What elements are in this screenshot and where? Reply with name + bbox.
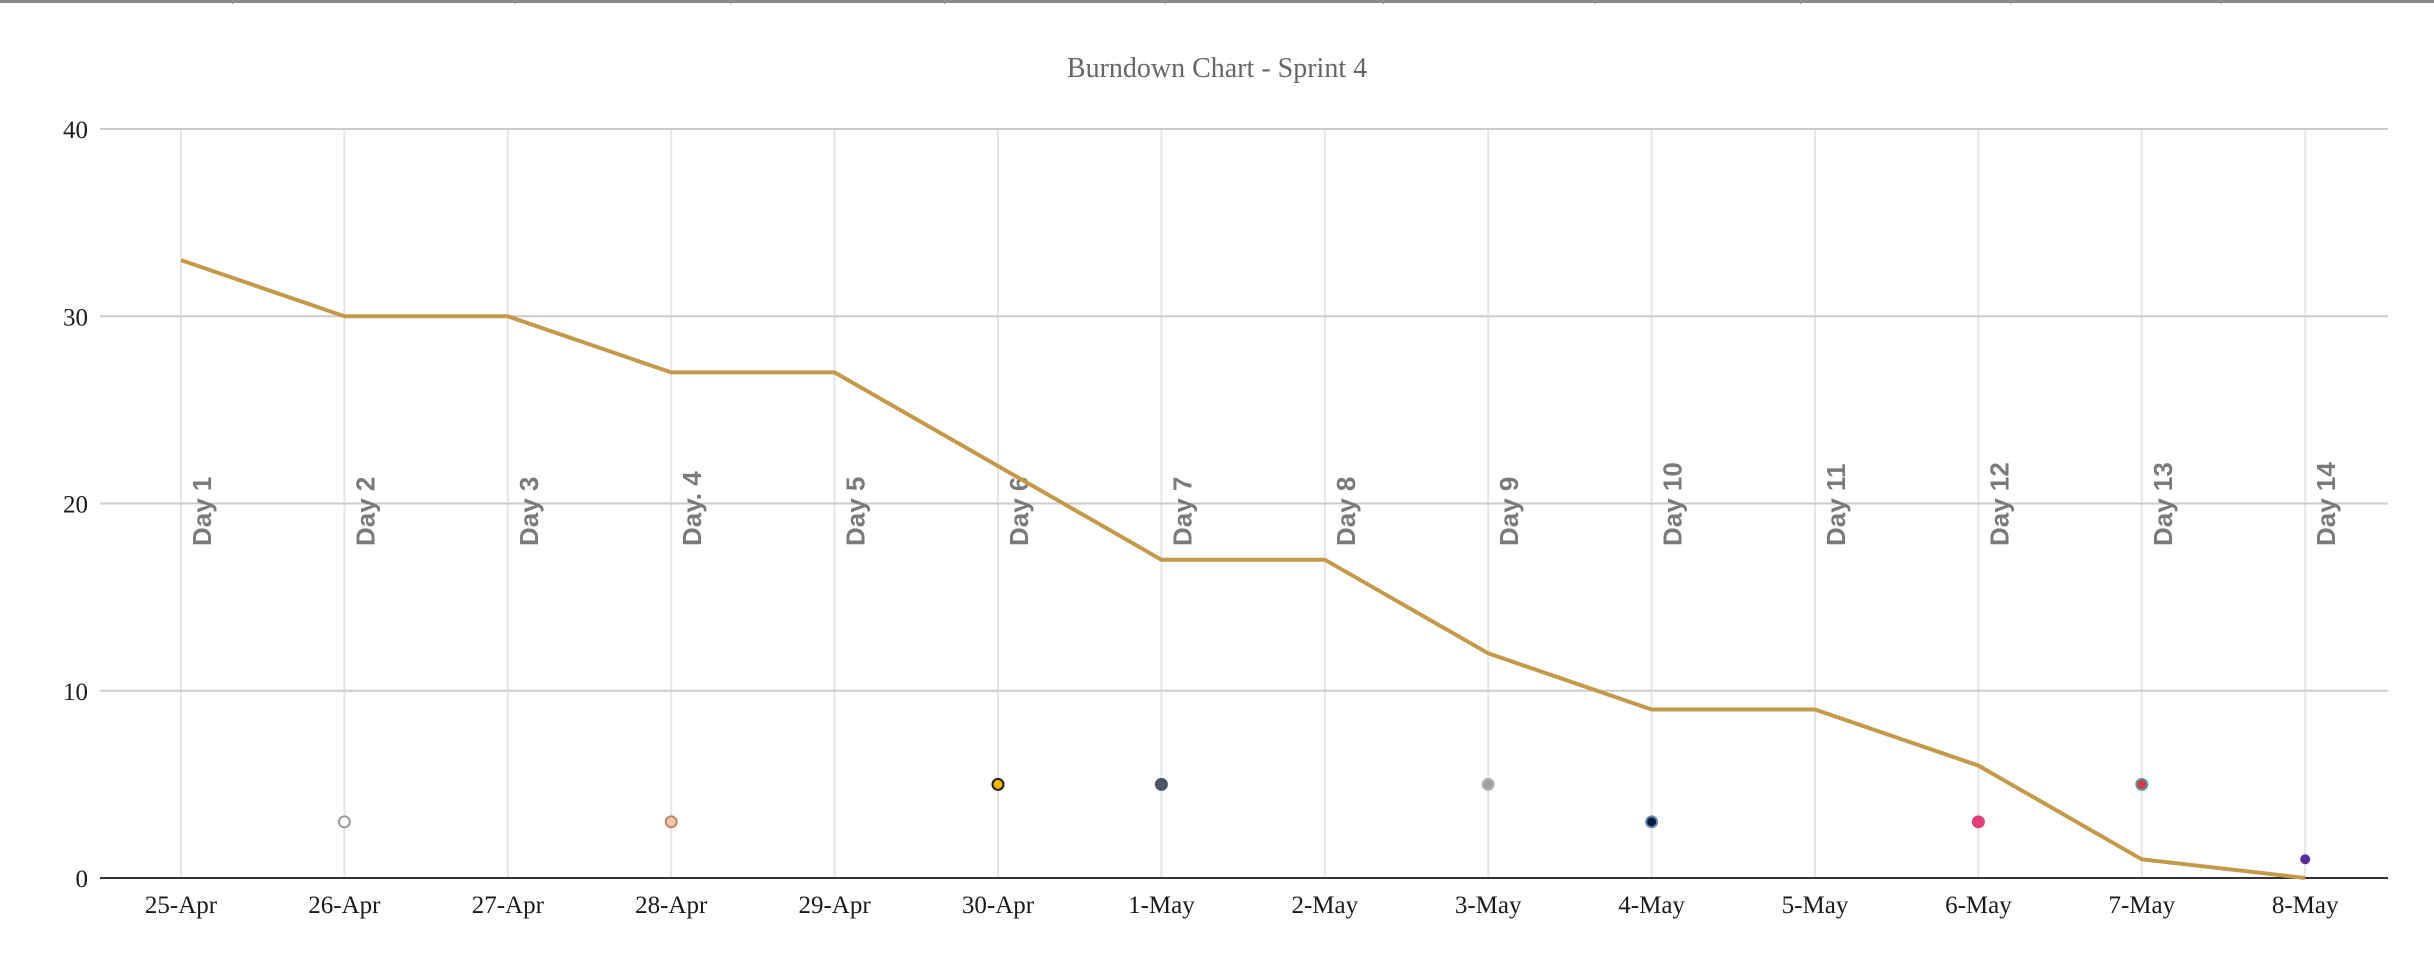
top-border-tick [944,0,945,4]
y-tick-label: 40 [63,117,88,144]
chart-title: Burndown Chart - Sprint 4 [1067,53,1367,84]
data-point-marker [1481,777,1495,791]
x-tick-label: 3-May [1455,892,1522,919]
x-tick-label: 25-Apr [145,892,218,919]
data-point-marker [1154,777,1168,791]
y-axis: 0 10 20 30 40 [63,117,88,893]
x-tick-label: 4-May [1618,892,1685,919]
day-labels: Day 1 Day 2 Day 3 Day. 4 Day 5 Day 6 Day 7 Day … [187,462,2341,546]
day-label: Day 11 [1821,464,1851,546]
x-tick-label: 28-Apr [635,892,708,919]
x-tick-label: 27-Apr [472,892,545,919]
data-point-marker [337,815,351,829]
day-label: Day 6 [1004,477,1034,546]
day-label: Day 14 [2311,462,2341,546]
y-tick-label: 10 [63,679,88,706]
x-tick-label: 7-May [2108,892,2175,919]
day-label: Day 1 [187,477,217,546]
day-label: Day 2 [350,477,380,546]
day-label: Day 10 [1658,462,1688,546]
y-tick-label: 0 [76,866,89,893]
series-layer [180,258,2306,880]
x-tick-label: 30-Apr [962,892,1035,919]
top-border-tick [1165,0,1166,4]
markers-layer [337,777,2311,865]
x-axis: 25-Apr 26-Apr 27-Apr 28-Apr 29-Apr 30-Apr 1-Ma… [145,892,2339,919]
x-tick-label: 2-May [1291,892,1358,919]
x-tick-label: 26-Apr [308,892,381,919]
top-border-tick [232,0,233,4]
day-label: Day 13 [2148,462,2178,546]
grid [100,128,2388,879]
x-tick-label: 29-Apr [798,892,871,919]
day-label: Day 3 [514,477,544,546]
day-label: Day 7 [1167,477,1197,546]
day-label: Day 12 [1984,462,2014,546]
top-border-tick [1383,0,1384,4]
top-border [0,0,2434,3]
x-tick-label: 5-May [1782,892,1849,919]
y-tick-label: 20 [63,492,88,519]
data-point-marker [1971,815,1985,829]
top-border-tick [2010,0,2011,4]
data-point-marker [664,815,678,829]
day-label: Day 8 [1331,477,1361,546]
y-tick-label: 30 [63,304,88,331]
data-point-marker [2300,854,2311,865]
burndown-line [180,258,2306,880]
data-point-marker [1645,815,1659,829]
data-point-marker [991,777,1005,791]
day-label: Day 5 [841,477,871,546]
day-label: Day. 4 [677,471,707,546]
top-border-tick [2220,0,2221,4]
top-border-tick [1595,0,1596,4]
top-border-tick [730,0,731,4]
x-tick-label: 6-May [1945,892,2012,919]
top-border-tick [1800,0,1801,4]
top-border-tick [515,0,516,4]
x-tick-label: 8-May [2272,892,2339,919]
x-tick-label: 1-May [1128,892,1195,919]
day-label: Day 9 [1494,477,1524,546]
data-point-marker [2135,777,2149,791]
